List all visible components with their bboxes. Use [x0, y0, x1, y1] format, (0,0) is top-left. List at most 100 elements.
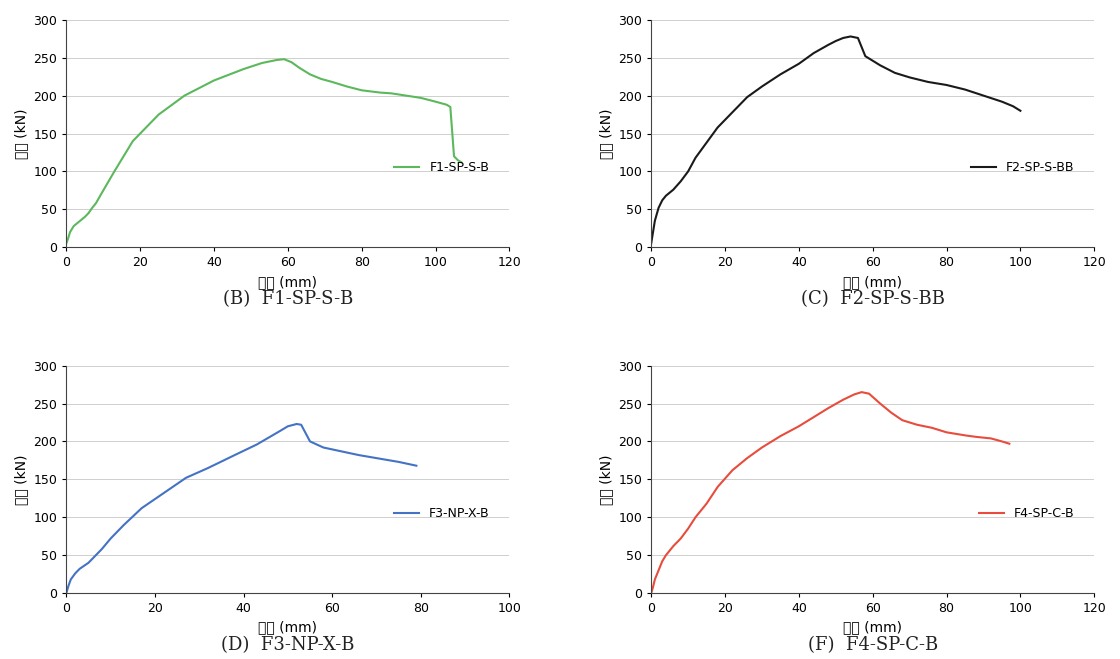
F4-SP-C-B	[740, 454, 754, 462]
F2-SP-S-BB	[663, 188, 676, 196]
F3-NP-X-B	[228, 451, 242, 459]
F4-SP-C-B	[774, 432, 787, 440]
Y-axis label: 하중 (kN): 하중 (kN)	[13, 454, 28, 505]
F3-NP-X-B	[290, 420, 304, 428]
F1-SP-S-B	[71, 219, 84, 227]
F1-SP-S-B	[62, 234, 75, 242]
F2-SP-S-BB	[959, 86, 972, 94]
F4-SP-C-B	[689, 513, 702, 521]
F1-SP-S-B	[429, 98, 442, 105]
F2-SP-S-BB	[940, 81, 953, 89]
F4-SP-C-B	[681, 525, 694, 532]
F4-SP-C-B	[874, 399, 887, 407]
X-axis label: 변위 (mm): 변위 (mm)	[259, 275, 317, 289]
F1-SP-S-B	[178, 92, 192, 100]
F1-SP-S-B	[304, 71, 317, 78]
F4-SP-C-B	[655, 558, 669, 565]
Text: (F)  F4-SP-C-B: (F) F4-SP-C-B	[808, 636, 937, 654]
F4-SP-C-B	[911, 421, 924, 429]
F4-SP-C-B	[837, 396, 850, 404]
F2-SP-S-BB	[652, 204, 665, 212]
F4-SP-C-B	[970, 433, 983, 441]
F4-SP-C-B	[848, 390, 861, 398]
F2-SP-S-BB	[874, 61, 887, 69]
Y-axis label: 하중 (kN): 하중 (kN)	[13, 108, 28, 159]
F1-SP-S-B	[326, 78, 339, 86]
F2-SP-S-BB	[648, 217, 662, 225]
F4-SP-C-B	[862, 389, 876, 397]
Legend: F1-SP-S-B: F1-SP-S-B	[390, 156, 494, 179]
F3-NP-X-B	[86, 554, 100, 562]
X-axis label: 변위 (mm): 변위 (mm)	[843, 275, 903, 289]
Line: F2-SP-S-BB: F2-SP-S-BB	[651, 36, 1020, 243]
F2-SP-S-BB	[903, 73, 916, 81]
F3-NP-X-B	[281, 422, 295, 430]
F2-SP-S-BB	[822, 41, 836, 49]
F4-SP-C-B	[755, 444, 768, 451]
F1-SP-S-B	[278, 55, 291, 63]
F4-SP-C-B	[648, 575, 662, 583]
F3-NP-X-B	[134, 504, 148, 512]
F4-SP-C-B	[984, 434, 998, 442]
F1-SP-S-B	[82, 209, 95, 217]
F2-SP-S-BB	[755, 82, 768, 90]
F3-NP-X-B	[64, 575, 77, 583]
F2-SP-S-BB	[837, 34, 850, 42]
F4-SP-C-B	[996, 438, 1009, 445]
F2-SP-S-BB	[674, 177, 688, 185]
F3-NP-X-B	[304, 438, 317, 445]
F2-SP-S-BB	[740, 93, 754, 101]
F3-NP-X-B	[335, 447, 348, 455]
Text: (B)  F1-SP-S-B: (B) F1-SP-S-B	[223, 290, 353, 308]
Y-axis label: 하중 (kN): 하중 (kN)	[599, 108, 613, 159]
F2-SP-S-BB	[655, 196, 669, 204]
F4-SP-C-B	[674, 534, 688, 542]
F1-SP-S-B	[85, 204, 99, 212]
F4-SP-C-B	[925, 424, 939, 432]
F1-SP-S-B	[355, 86, 368, 94]
F3-NP-X-B	[104, 534, 118, 542]
Legend: F2-SP-S-BB: F2-SP-S-BB	[965, 156, 1080, 179]
F1-SP-S-B	[414, 94, 428, 102]
F3-NP-X-B	[392, 458, 405, 466]
F2-SP-S-BB	[711, 123, 725, 131]
F4-SP-C-B	[792, 422, 805, 430]
F1-SP-S-B	[108, 167, 121, 175]
F2-SP-S-BB	[681, 167, 694, 175]
F4-SP-C-B	[822, 404, 836, 412]
F1-SP-S-B	[67, 222, 81, 230]
F1-SP-S-B	[400, 92, 413, 100]
F3-NP-X-B	[68, 569, 82, 577]
F2-SP-S-BB	[829, 37, 842, 45]
F2-SP-S-BB	[666, 186, 680, 194]
F2-SP-S-BB	[792, 60, 805, 68]
F4-SP-C-B	[652, 566, 665, 574]
Line: F4-SP-C-B: F4-SP-C-B	[651, 392, 1009, 593]
F2-SP-S-BB	[996, 98, 1009, 105]
F2-SP-S-BB	[922, 78, 935, 86]
F1-SP-S-B	[236, 65, 250, 73]
F3-NP-X-B	[202, 464, 215, 472]
F4-SP-C-B	[855, 388, 868, 396]
F4-SP-C-B	[726, 467, 739, 474]
F3-NP-X-B	[73, 565, 86, 573]
F2-SP-S-BB	[726, 108, 739, 116]
F1-SP-S-B	[78, 213, 92, 221]
F1-SP-S-B	[447, 152, 460, 160]
F4-SP-C-B	[711, 483, 725, 491]
Legend: F3-NP-X-B: F3-NP-X-B	[389, 502, 494, 525]
F1-SP-S-B	[74, 216, 87, 224]
F2-SP-S-BB	[1006, 102, 1019, 110]
F1-SP-S-B	[384, 90, 398, 98]
F3-NP-X-B	[352, 451, 365, 459]
F3-NP-X-B	[317, 444, 330, 451]
F4-SP-C-B	[666, 542, 680, 550]
F3-NP-X-B	[95, 545, 109, 553]
F1-SP-S-B	[451, 156, 465, 164]
F4-SP-C-B	[644, 589, 657, 597]
F2-SP-S-BB	[774, 71, 787, 78]
F3-NP-X-B	[370, 454, 383, 462]
F1-SP-S-B	[64, 228, 77, 236]
F3-NP-X-B	[157, 489, 170, 497]
F1-SP-S-B	[96, 186, 110, 194]
